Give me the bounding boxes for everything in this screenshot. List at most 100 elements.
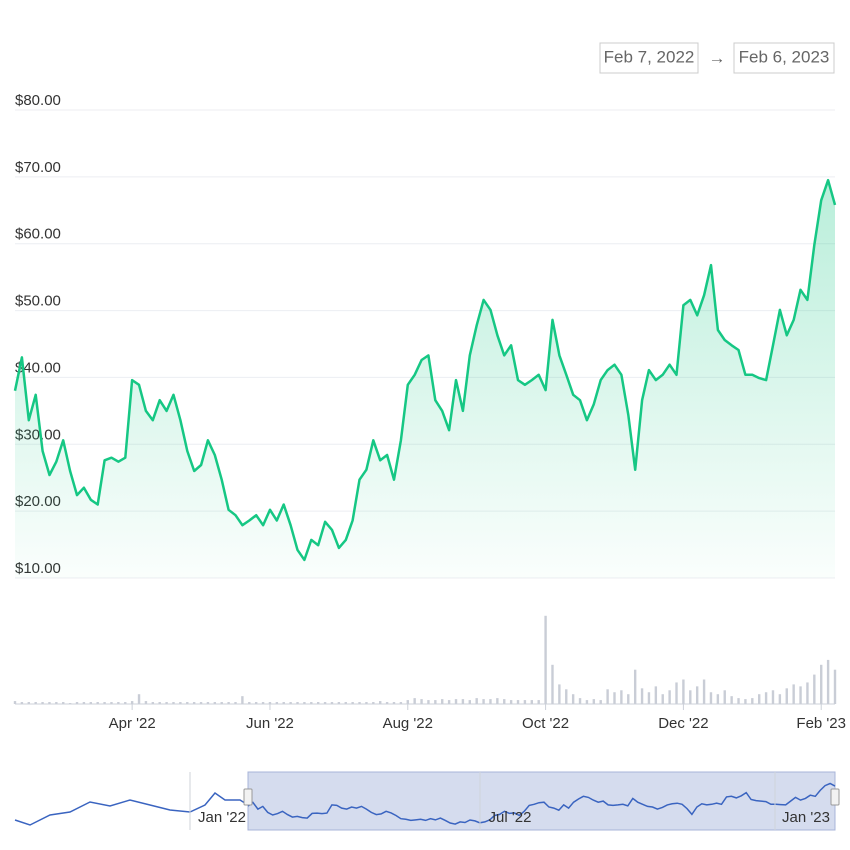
volume-bar (702, 679, 706, 704)
volume-bar (689, 690, 692, 704)
volume-bar (192, 702, 196, 704)
volume-bar (647, 692, 651, 704)
volume-bar (468, 700, 471, 704)
volume-bar (303, 702, 306, 704)
volume-bar (730, 696, 733, 704)
volume-bar (565, 689, 568, 704)
volume-bar (785, 688, 788, 704)
volume-bar (571, 694, 575, 704)
volume-bar (813, 674, 816, 704)
volume-bar (62, 702, 65, 704)
volume-bar (144, 701, 148, 704)
volume-bar (289, 702, 292, 704)
x-tick-label: Dec '22 (658, 715, 708, 732)
volume-bar (27, 702, 30, 704)
volume-bar (365, 702, 368, 704)
volume-bar (323, 702, 327, 704)
volume-bar (316, 702, 320, 704)
volume-bar (682, 679, 685, 704)
volume-bar (771, 690, 775, 704)
volume-bar (330, 702, 334, 704)
volume-bar (234, 702, 237, 704)
volume-bar (248, 702, 251, 704)
volume-bar (758, 694, 761, 704)
range-start[interactable]: Feb 7, 2022 (604, 47, 695, 66)
volume-bar (606, 689, 609, 704)
volume-bar (675, 682, 678, 704)
volume-bar (723, 690, 726, 704)
volume-bar (48, 702, 51, 704)
range-end-box[interactable] (733, 42, 835, 74)
volume-bar (778, 694, 782, 704)
volume-bar (613, 692, 616, 704)
volume-bar (544, 615, 547, 704)
volume-bar (158, 702, 161, 704)
volume-bar (110, 702, 113, 704)
volume-bar (447, 700, 451, 704)
volume-bar (358, 702, 361, 704)
volume-bar (151, 702, 155, 704)
volume-bar (344, 702, 347, 704)
navigator-selection[interactable] (247, 771, 836, 831)
volume-bar (627, 694, 630, 704)
volume-bar (137, 694, 141, 704)
x-tick-label: Apr '22 (109, 715, 156, 732)
volume-bar (489, 699, 492, 704)
volume-bar (420, 699, 423, 704)
navigator-line (247, 782, 836, 825)
volume-bar (172, 702, 175, 704)
volume-bar (620, 690, 623, 704)
volume-bar (668, 690, 671, 704)
range-end[interactable]: Feb 6, 2023 (739, 47, 830, 66)
volume-bar (599, 700, 602, 704)
volume-bar (124, 702, 127, 704)
volume-bar (254, 702, 258, 704)
volume-bar (282, 702, 285, 704)
range-start-box[interactable] (599, 42, 699, 74)
volume-bar (372, 702, 375, 704)
volume-bar (351, 702, 354, 704)
volume-bar (406, 700, 409, 704)
volume-bar (475, 698, 478, 704)
volume-bar (392, 702, 396, 704)
volume-bar (558, 684, 561, 704)
volume-bar (764, 692, 768, 704)
volume-bar (186, 702, 189, 704)
volume-bar (523, 700, 527, 704)
volume-bar (640, 688, 644, 704)
volume-bar (551, 664, 554, 704)
volume-bar (454, 699, 458, 704)
price-line (13, 178, 837, 562)
navigator-window[interactable] (247, 771, 836, 831)
volume-bar (585, 700, 589, 704)
volume-bar (434, 700, 437, 704)
volume-bar (241, 696, 244, 704)
navigator-handle[interactable] (243, 788, 253, 806)
volume-bar (413, 698, 416, 704)
volume-bar (695, 686, 699, 704)
y-tick-label: $80.00 (15, 92, 61, 109)
volume-bar (661, 694, 664, 704)
volume-bar (206, 702, 210, 704)
x-tick-label: Jun '22 (246, 715, 294, 732)
volume-bar (633, 669, 637, 704)
volume-bar (130, 701, 134, 704)
volume-bar (199, 702, 203, 704)
volume-bar (379, 701, 382, 704)
volume-bar (833, 669, 837, 704)
volume-bar (792, 684, 795, 704)
volume-bar (179, 702, 182, 704)
volume-bar (592, 699, 596, 704)
navigator-handle[interactable] (830, 788, 840, 806)
volume-bar (55, 702, 58, 704)
volume-bar (227, 702, 230, 704)
price-area (15, 180, 835, 578)
x-tick-label: Oct '22 (522, 715, 569, 732)
volume-bar (461, 699, 465, 704)
volume-bar (578, 698, 582, 704)
volume-bar (75, 702, 79, 704)
volume-bar (530, 700, 534, 704)
volume-bar (117, 702, 120, 704)
volume-bar (716, 694, 720, 704)
